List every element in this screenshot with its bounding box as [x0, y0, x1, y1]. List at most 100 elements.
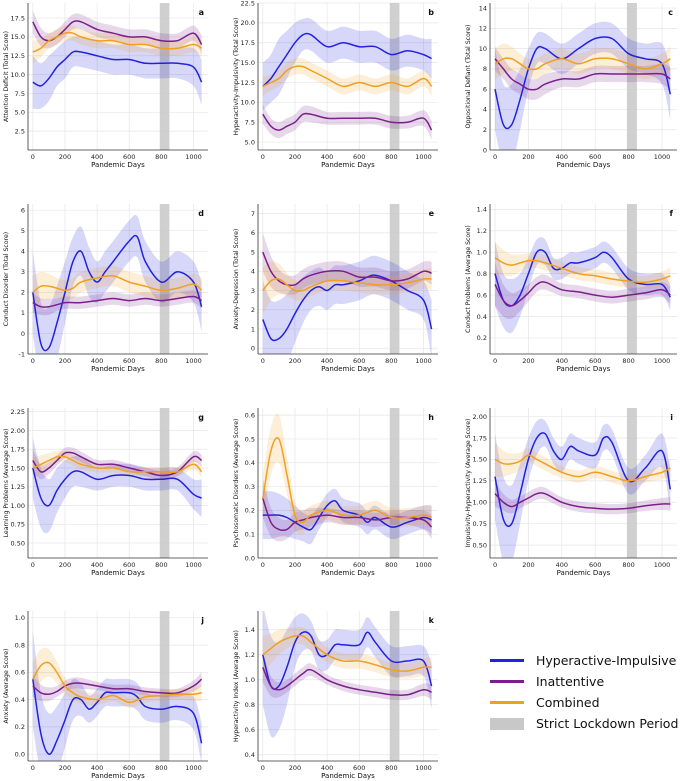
plot-area [494, 237, 671, 334]
series-line-combined [262, 65, 433, 88]
y-tick-label: 0.6 [245, 726, 255, 734]
x-tick-label: 800 [385, 153, 397, 161]
y-tick-label: 22.5 [241, 0, 255, 7]
x-tick-label: 800 [385, 764, 397, 772]
band-hyperactive-impulsive [32, 36, 202, 110]
x-tick-label: 1000 [415, 357, 432, 365]
y-tick-label: 17.5 [241, 39, 255, 47]
y-tick-label: 1.50 [11, 464, 25, 472]
x-tick-label: 200 [289, 561, 301, 569]
y-tick-label: 0.1 [245, 530, 255, 538]
series-line-hyperactive-impulsive [32, 50, 203, 87]
x-tick-label: 400 [556, 561, 568, 569]
y-tick-label: 1.25 [11, 483, 25, 491]
legend-label: Strict Lockdown Period [536, 716, 679, 731]
x-tick-label: 0 [31, 561, 35, 569]
y-axis-label: Hyperactivity Index (Average Score) [233, 630, 240, 742]
series-line-combined [262, 277, 432, 292]
x-tick-label: 800 [385, 561, 397, 569]
panel-letter: g [198, 413, 204, 422]
band-combined [32, 265, 202, 309]
y-tick-label: 6 [21, 206, 25, 214]
panel-letter: b [428, 8, 434, 17]
x-axis-label: Pandemic Days [91, 161, 145, 169]
y-tick-label: 5.0 [15, 109, 25, 117]
lockdown-band [626, 408, 637, 558]
y-tick-label: 0.8 [477, 270, 487, 278]
x-tick-label: 1000 [654, 357, 671, 365]
y-tick-label: 0.5 [245, 435, 255, 443]
x-tick-label: 0 [493, 561, 497, 569]
series-line-inattentive [262, 251, 432, 287]
y-tick-label: 7.5 [15, 90, 25, 98]
series-line-inattentive [262, 666, 432, 697]
series-line-combined [32, 274, 203, 293]
plot-area [32, 438, 203, 534]
y-tick-label: 0.50 [473, 541, 487, 549]
series-line-combined [262, 634, 432, 672]
x-tick-label: 200 [59, 153, 71, 161]
x-tick-label: 400 [556, 153, 568, 161]
x-tick-label: 600 [353, 153, 365, 161]
y-tick-label: 2.5 [15, 127, 25, 135]
lockdown-band [389, 611, 400, 761]
x-tick-label: 0 [261, 153, 265, 161]
y-tick-label: 0.6 [477, 291, 487, 299]
panel-letter: j [200, 616, 204, 625]
plot-area [262, 611, 433, 738]
x-tick-label: 600 [353, 561, 365, 569]
x-tick-label: 0 [31, 764, 35, 772]
x-tick-label: 800 [155, 764, 167, 772]
x-tick-label: 200 [522, 357, 534, 365]
y-tick-label: 0.8 [15, 641, 25, 649]
band-hyperactive-impulsive [32, 214, 202, 354]
y-tick-label: 1.2 [477, 227, 487, 235]
y-tick-label: 10.0 [241, 99, 255, 107]
y-tick-label: 0.2 [477, 334, 487, 342]
x-tick-label: 200 [59, 561, 71, 569]
band-combined [495, 43, 671, 80]
x-tick-label: 1000 [415, 561, 432, 569]
band-inattentive [262, 652, 432, 701]
y-tick-label: 6 [251, 229, 255, 237]
y-axis-label: Conduct Problems (Average Score) [465, 225, 472, 333]
y-tick-label: 2.00 [473, 413, 487, 421]
y-tick-label: 1 [251, 325, 255, 333]
band-inattentive [495, 480, 671, 515]
panel-c: 0 200 400 600 800 1000 0 2 4 6 8 10 12 14 Pandemic Day… [465, 3, 677, 169]
y-tick-label: 0.50 [11, 539, 25, 547]
y-tick-label: 1.25 [473, 477, 487, 485]
plot-area [262, 232, 433, 354]
y-tick-label: 8 [483, 65, 487, 73]
panel-h: 0 200 400 600 800 1000 0.0 0.1 0.2 0.3 0.4 0.5 0.6 Pa… [233, 408, 438, 577]
series-line-inattentive [262, 112, 433, 131]
y-tick-label: 12.5 [11, 52, 25, 60]
x-tick-label: 0 [261, 764, 265, 772]
plot-area [32, 631, 203, 761]
lockdown-band [626, 3, 637, 150]
band-hyperactive-impulsive [495, 418, 671, 558]
x-tick-label: 600 [589, 357, 601, 365]
lockdown-band [389, 408, 400, 558]
y-tick-label: 2 [483, 126, 487, 134]
y-axis-label: Oppositional Defiant (Total Score) [465, 25, 472, 129]
series-line-inattentive [32, 295, 202, 308]
lockdown-band [159, 611, 170, 761]
series-line-inattentive [494, 492, 671, 510]
x-tick-label: 800 [155, 153, 167, 161]
plot-area [262, 17, 433, 140]
y-tick-label: 0 [483, 146, 487, 154]
y-tick-label: 0.2 [15, 723, 25, 731]
y-tick-label: 3 [251, 287, 255, 295]
y-axis-label: Anxiety (Average Score) [3, 649, 10, 724]
band-inattentive [32, 672, 202, 702]
series-line-combined [32, 31, 202, 53]
y-tick-label: 0.75 [11, 521, 25, 529]
y-tick-label: 0.4 [15, 696, 25, 704]
x-tick-label: 200 [59, 764, 71, 772]
y-axis-label: Hyperactivity-Impulsivity (Total Score) [233, 18, 240, 136]
y-axis-label: Learning Problems (Average Score) [3, 429, 10, 538]
y-tick-label: 2 [251, 306, 255, 314]
y-tick-label: 0.75 [473, 520, 487, 528]
lockdown-band [159, 204, 170, 354]
